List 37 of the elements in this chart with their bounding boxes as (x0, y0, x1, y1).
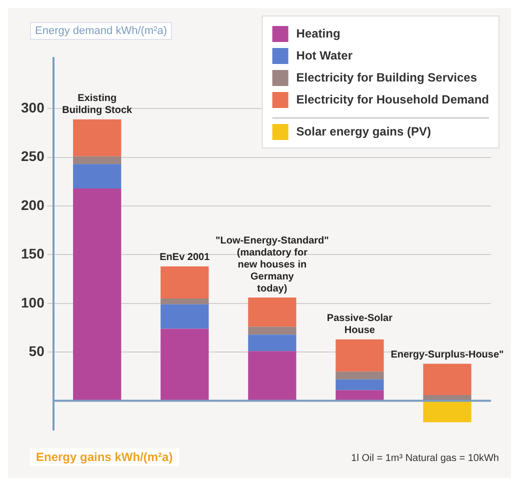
y-tick-label: 50 (28, 342, 45, 359)
bar (336, 372, 384, 380)
text: 1l Oil = 1m³ Natural gas = 10kWh (351, 453, 499, 464)
y-tick-label: 100 (21, 294, 45, 310)
x-tick-label: Passive-Solar House (326, 313, 393, 336)
bar (248, 298, 296, 327)
bar (73, 188, 122, 401)
bar (336, 390, 384, 401)
legend-label: Electricity for Building Services (296, 70, 478, 84)
legend-label: Electricity for Household Demand (296, 92, 489, 106)
y-tick-label: 200 (21, 196, 45, 213)
bar (160, 328, 209, 401)
legend-label: Heating (296, 26, 340, 40)
legend-label: Hot Water (296, 48, 353, 62)
bar (336, 339, 384, 372)
bar (160, 266, 209, 299)
bar (423, 400, 472, 422)
x-tick-label: Energy-Surplus-House" (390, 350, 504, 361)
y-axis-title: Energy demand kWh/(m²a) (30, 22, 172, 40)
y-tick-label: 250 (21, 148, 45, 164)
bar (248, 334, 296, 352)
legend-label: Solar energy gains (PV) (296, 124, 432, 138)
bar (160, 304, 209, 329)
x-tick-label: "Low-Energy-Standard" (mandatory for new houses in Germany today) (215, 235, 330, 294)
bar (73, 156, 122, 164)
bar (336, 379, 384, 390)
bar (248, 326, 296, 335)
text: Energy gains kWh/(m²a) (30, 448, 179, 466)
x-tick-label: Existing Building Stock (62, 93, 133, 116)
bar (248, 351, 296, 401)
bar (73, 164, 122, 188)
y-tick-label: 300 (21, 100, 45, 116)
bar (160, 298, 209, 304)
y-tick-label: 150 (21, 246, 45, 262)
bar (73, 119, 122, 156)
x-tick-label: EnEv 2001 (160, 252, 210, 264)
bar (423, 364, 472, 395)
